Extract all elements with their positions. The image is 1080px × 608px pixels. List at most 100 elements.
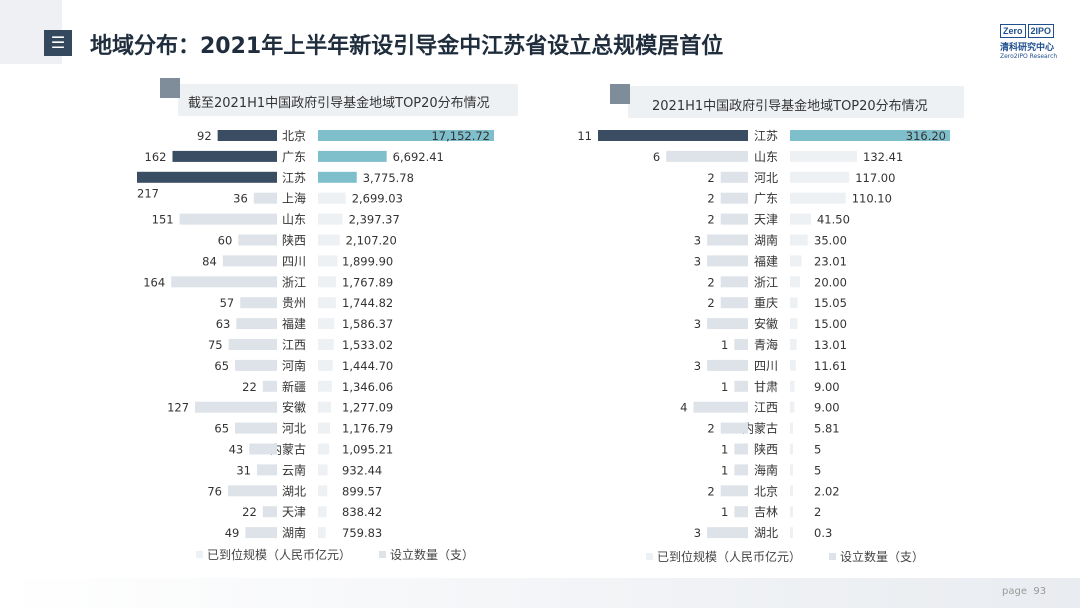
amount-bar	[790, 213, 811, 225]
count-bar	[179, 213, 277, 225]
amount-value-label: 2,699.03	[352, 192, 403, 206]
amount-value-label: 20.00	[814, 275, 847, 289]
amount-bar	[318, 422, 331, 434]
amount-value-label: 13.01	[814, 338, 847, 352]
count-bar	[734, 380, 748, 392]
category-label: 内蒙古	[270, 442, 306, 457]
amount-value-label: 1,767.89	[342, 275, 393, 289]
amount-bar	[790, 422, 793, 434]
count-bar	[707, 318, 748, 330]
count-value-label: 127	[167, 401, 189, 415]
count-bar	[228, 339, 277, 350]
count-value-label: 2	[707, 484, 714, 498]
category-label: 湖南	[282, 525, 306, 540]
category-label: 陕西	[282, 233, 306, 248]
count-value-label: 1	[721, 463, 728, 477]
category-label: 湖北	[282, 483, 306, 498]
menu-icon[interactable]: ☰	[44, 30, 72, 56]
count-value-label: 57	[220, 296, 235, 310]
amount-value-label: 316.20	[906, 129, 946, 143]
category-label: 河北	[282, 422, 306, 436]
amount-value-label: 2	[814, 505, 821, 519]
amount-bar	[318, 339, 334, 350]
amount-bar	[790, 506, 793, 518]
count-bar	[720, 297, 748, 309]
logo-text-en: Zero2IPO Research	[1000, 53, 1058, 60]
legend-amount-swatch	[646, 553, 653, 560]
amount-value-label: 1,586.37	[342, 317, 393, 331]
amount-bar	[318, 464, 328, 476]
amount-bar	[790, 443, 793, 455]
count-value-label: 49	[225, 526, 240, 540]
category-label: 贵州	[282, 296, 306, 310]
amount-value-label: 5	[814, 463, 821, 477]
category-label: 重庆	[754, 296, 778, 310]
category-label: 广东	[282, 150, 306, 164]
amount-bar	[790, 150, 858, 162]
right-panel-marker	[610, 84, 630, 104]
count-bar	[707, 527, 748, 539]
count-bar	[720, 171, 748, 183]
count-bar	[245, 527, 277, 539]
category-label: 福建	[282, 316, 306, 331]
amount-bar	[318, 401, 332, 413]
amount-bar	[790, 485, 793, 497]
category-label: 内蒙古	[742, 421, 778, 436]
amount-value-label: 9.00	[814, 380, 840, 394]
legend-count-label: 设立数量（支）	[840, 550, 925, 564]
count-bar	[257, 464, 277, 476]
amount-bar	[318, 359, 333, 371]
count-value-label: 75	[208, 338, 223, 352]
count-value-label: 84	[202, 254, 217, 268]
category-label: 天津	[282, 505, 306, 519]
count-bar	[236, 318, 277, 330]
count-value-label: 31	[236, 463, 251, 477]
amount-value-label: 11.61	[814, 359, 847, 373]
amount-value-label: 759.83	[342, 526, 382, 540]
amount-bar	[790, 130, 950, 141]
category-label: 山东	[754, 150, 778, 164]
count-value-label: 164	[143, 275, 165, 289]
category-label: 江西	[282, 338, 306, 352]
count-bar	[707, 234, 748, 246]
category-label: 江西	[754, 401, 778, 415]
count-value-label: 1	[721, 380, 728, 394]
count-bar	[195, 401, 277, 413]
amount-bar	[318, 192, 346, 204]
amount-bar	[790, 255, 802, 267]
count-bar	[240, 297, 277, 309]
amount-bar	[790, 401, 795, 413]
logo-text-cn: 清科研究中心	[1000, 43, 1055, 53]
amount-bar	[790, 359, 796, 371]
count-value-label: 76	[207, 484, 222, 498]
count-value-label: 2	[707, 192, 714, 206]
right-legend: 已到位规模（人民币亿元） 设立数量（支）	[646, 548, 924, 565]
amount-value-label: 132.41	[863, 150, 903, 164]
count-bar	[253, 192, 277, 204]
amount-value-label: 41.50	[817, 213, 850, 227]
count-bar	[238, 234, 277, 246]
count-value-label: 2	[707, 171, 714, 185]
right-panel-header	[628, 86, 964, 118]
amount-bar	[318, 380, 332, 392]
category-label: 浙江	[754, 275, 778, 289]
count-bar	[222, 255, 277, 267]
amount-value-label: 1,444.70	[342, 359, 393, 373]
amount-value-label: 17,152.72	[431, 129, 490, 143]
amount-bar	[318, 255, 338, 267]
count-bar	[235, 359, 277, 371]
amount-bar	[790, 192, 846, 204]
count-bar	[262, 380, 277, 392]
count-bar	[137, 171, 277, 183]
amount-value-label: 2,397.37	[349, 213, 400, 227]
count-value-label: 65	[214, 359, 229, 373]
amount-bar	[318, 276, 337, 288]
category-label: 四川	[754, 359, 778, 373]
category-label: 江苏	[754, 129, 778, 143]
zero2ipo-logo: Zero 2IPO 清科研究中心 Zero2IPO Research	[1000, 24, 1062, 62]
amount-value-label: 3,775.78	[363, 171, 414, 185]
amount-bar	[790, 297, 798, 309]
count-value-label: 162	[145, 150, 167, 164]
count-value-label: 22	[242, 505, 257, 519]
page-number: page 93	[1002, 586, 1046, 597]
